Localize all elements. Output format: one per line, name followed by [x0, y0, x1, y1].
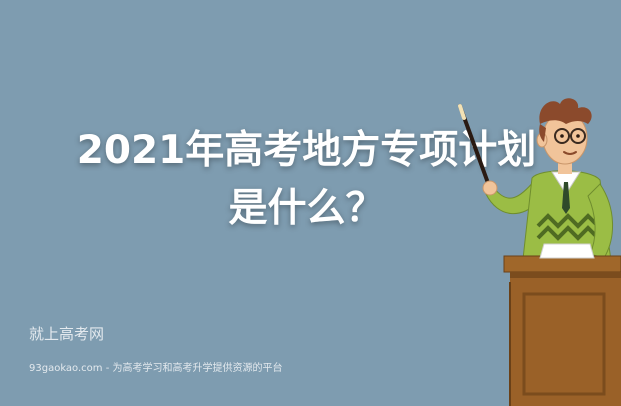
- podium: [503, 243, 621, 406]
- teacher-illustration: [458, 98, 621, 406]
- glasses-icon: [554, 128, 586, 144]
- teacher-head: [536, 98, 592, 165]
- headline-line-2: 是什么？: [228, 186, 385, 231]
- pointer-stick-icon: [458, 104, 494, 196]
- watermark-tagline: 93gaokao.com - 为高考学习和高考升学提供资源的平台: [29, 363, 283, 374]
- paper-sheet-icon: [539, 243, 595, 259]
- headline-line-1: 2021年高考地方专项计划: [76, 128, 537, 173]
- headline: 2021年高考地方专项计划 是什么？: [0, 122, 621, 238]
- watermark-brand: 就上高考网: [29, 325, 105, 343]
